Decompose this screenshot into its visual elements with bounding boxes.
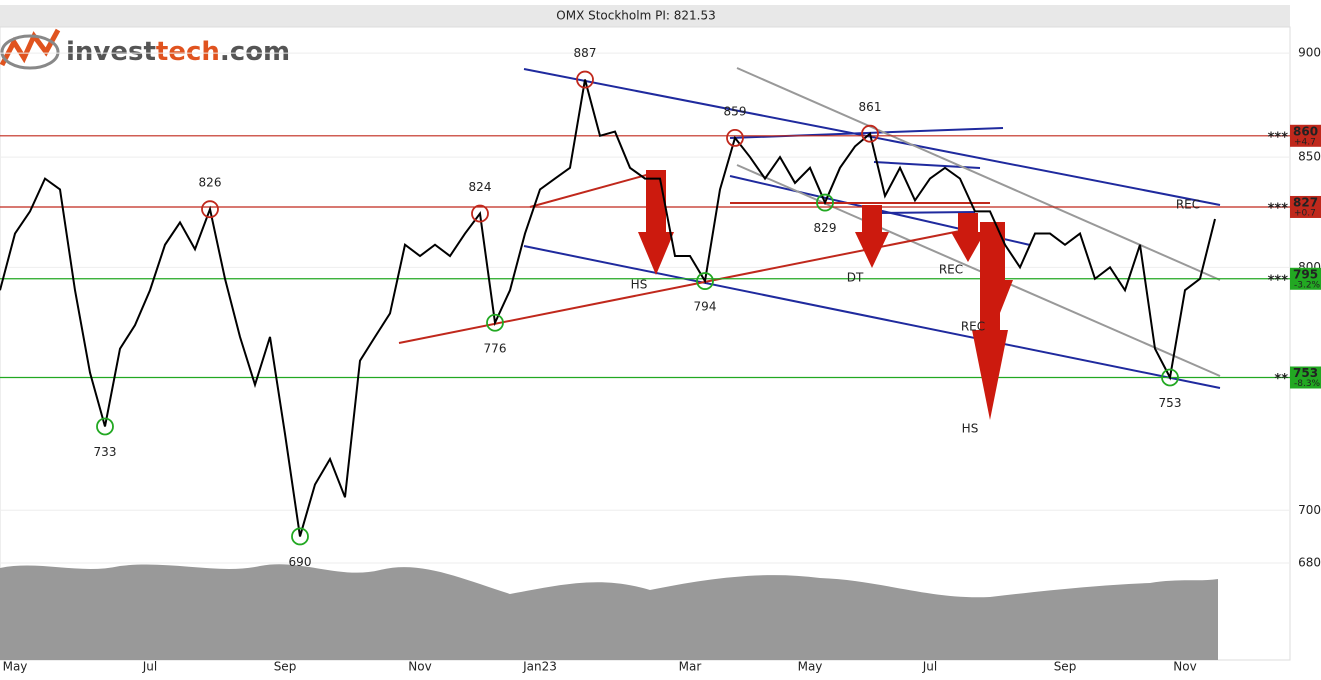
y-tick-label: 900 bbox=[1298, 46, 1321, 60]
x-tick-label: Sep bbox=[1054, 660, 1077, 674]
level-tag bbox=[1290, 267, 1321, 290]
y-tick-label: 700 bbox=[1298, 503, 1321, 517]
pattern-arrows bbox=[638, 170, 1013, 420]
pattern-label: REC bbox=[939, 263, 963, 277]
extremum-marker bbox=[576, 70, 594, 89]
level-stars: *** bbox=[1268, 201, 1289, 216]
extremum-marker bbox=[726, 129, 744, 147]
y-tick-label: 850 bbox=[1298, 150, 1321, 164]
arrow bbox=[951, 213, 985, 262]
level-stars: *** bbox=[1268, 273, 1289, 288]
pattern-label: REC bbox=[1176, 198, 1200, 212]
title-bar bbox=[0, 5, 1290, 27]
level-stars: *** bbox=[1268, 130, 1289, 145]
level-tag bbox=[1290, 366, 1321, 389]
extremum-marker bbox=[96, 417, 114, 436]
level-tag bbox=[1290, 124, 1321, 147]
svg-text:investtech.com: investtech.com bbox=[66, 37, 290, 67]
level-label: 753 bbox=[1293, 366, 1318, 380]
pattern-label: REC bbox=[961, 320, 985, 334]
extremum-marker bbox=[486, 313, 504, 332]
x-tick-label: Nov bbox=[408, 660, 431, 674]
logo-mark bbox=[0, 28, 61, 67]
extremum-marker bbox=[201, 200, 219, 219]
extremum-label: 690 bbox=[289, 555, 312, 569]
volume-area bbox=[0, 564, 1218, 660]
extremum-label: 753 bbox=[1159, 396, 1182, 410]
extremum-marker bbox=[816, 193, 834, 212]
trend-lines bbox=[0, 67, 1290, 389]
logo: investtech.com bbox=[0, 28, 290, 70]
logo-text: tech bbox=[156, 37, 220, 67]
price-line bbox=[0, 79, 1216, 537]
level-change: -8.3% bbox=[1294, 379, 1321, 389]
x-tick-label: Mar bbox=[679, 660, 702, 674]
y-tick-label: 680 bbox=[1298, 556, 1321, 570]
x-tick-label: May bbox=[3, 660, 28, 674]
level-label: 827 bbox=[1293, 195, 1318, 209]
arrow bbox=[972, 222, 1008, 420]
arrow bbox=[855, 205, 889, 268]
extremum-label: 829 bbox=[814, 221, 837, 235]
pattern-label: HS bbox=[631, 278, 648, 292]
extremum-marker bbox=[471, 204, 489, 223]
level-label: 860 bbox=[1293, 124, 1318, 138]
x-tick-label: Jan23 bbox=[522, 660, 557, 674]
trend-line bbox=[523, 68, 1221, 206]
extremum-label: 824 bbox=[469, 180, 492, 194]
trend-line bbox=[398, 227, 976, 344]
level-change: +4.7 bbox=[1294, 137, 1316, 147]
plot-frame bbox=[0, 26, 1291, 661]
level-label: 795 bbox=[1293, 267, 1318, 281]
pattern-label: DT bbox=[847, 271, 864, 285]
level-stars: ** bbox=[1274, 372, 1288, 387]
extremum-label: 794 bbox=[694, 300, 717, 314]
x-tick-label: May bbox=[798, 660, 823, 674]
extremum-marker bbox=[861, 124, 879, 143]
extremum-label: 733 bbox=[94, 445, 117, 459]
x-tick-label: Nov bbox=[1173, 660, 1196, 674]
trend-line bbox=[523, 245, 1221, 389]
x-tick-label: Sep bbox=[274, 660, 297, 674]
pattern-label: HS bbox=[962, 422, 979, 436]
logo-text: invest bbox=[66, 37, 156, 67]
arrow bbox=[638, 170, 674, 275]
chart-title: OMX Stockholm PI: 821.53 bbox=[556, 9, 715, 23]
extremum-label: 861 bbox=[859, 100, 882, 114]
extremum-marker bbox=[291, 527, 309, 546]
extremum-marker bbox=[1161, 368, 1179, 387]
logo-text: .com bbox=[220, 37, 290, 67]
logo-ring bbox=[0, 34, 60, 70]
level-tag bbox=[1290, 195, 1321, 218]
trend-line bbox=[879, 211, 976, 214]
extremum-label: 776 bbox=[484, 341, 507, 355]
trend-line bbox=[529, 173, 651, 208]
x-tick-label: Jul bbox=[142, 660, 157, 674]
extremum-label: 859 bbox=[724, 104, 747, 118]
extremum-label: 887 bbox=[574, 46, 597, 60]
x-tick-label: Jul bbox=[922, 660, 937, 674]
extremum-marker bbox=[696, 272, 714, 290]
level-change: -3.2% bbox=[1294, 280, 1321, 290]
extremum-label: 826 bbox=[199, 176, 222, 190]
trend-line bbox=[736, 67, 1221, 281]
level-change: +0.7 bbox=[1294, 208, 1316, 218]
